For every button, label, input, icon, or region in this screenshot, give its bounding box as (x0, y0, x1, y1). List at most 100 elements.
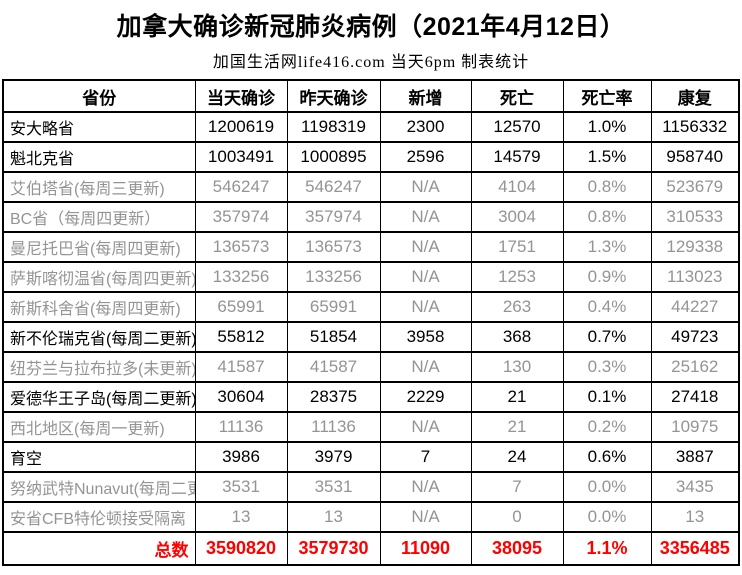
yesterday-cell: 133256 (286, 261, 381, 293)
death-rate-cell: 0.6% (562, 441, 652, 473)
table-body: 安大略省 1200619 1198319 2300 12570 1.0% 1156332 魁北… (2, 111, 740, 533)
yesterday-cell: 65991 (286, 291, 381, 323)
death-rate-cell: 0.0% (562, 501, 652, 533)
yesterday-cell: 1000895 (286, 141, 381, 173)
new-cell: 2229 (379, 381, 472, 413)
yesterday-cell: 3531 (286, 471, 381, 503)
death-rate-cell: 0.0% (562, 471, 652, 503)
today-cell: 11136 (194, 411, 288, 443)
table-row: 西北地区(每周一更新) 11136 11136 N/A 21 0.2% 10975 (2, 411, 740, 443)
province-cell: 魁北克省 (2, 141, 196, 173)
page-subtitle: 加国生活网life416.com 当天6pm 制表统计 (212, 54, 530, 71)
page-title: 加拿大确诊新冠肺炎病例（2021年4月12日） (116, 13, 626, 41)
yesterday-cell: 546247 (286, 171, 381, 203)
deaths-cell: 3004 (470, 201, 564, 233)
totals-label: 总数 (2, 531, 196, 566)
new-cell: N/A (379, 351, 472, 383)
today-cell: 30604 (194, 381, 288, 413)
table-header: 省份 当天确诊 昨天确诊 新增 死亡 死亡率 康复 (2, 79, 740, 113)
deaths-cell: 4104 (470, 171, 564, 203)
death-rate-cell: 1.3% (562, 231, 652, 263)
header-recovered: 康复 (650, 79, 740, 113)
today-cell: 546247 (194, 171, 288, 203)
province-cell: 育空 (2, 441, 196, 473)
totals-new-cell: 11090 (379, 531, 472, 566)
table-row: 曼尼托巴省(每周四更新) 136573 136573 N/A 1751 1.3% 12933… (2, 231, 740, 263)
today-cell: 55812 (194, 321, 288, 353)
header-province: 省份 (2, 79, 196, 113)
today-cell: 357974 (194, 201, 288, 233)
yesterday-cell: 13 (286, 501, 381, 533)
table-row: 艾伯塔省(每周三更新) 546247 546247 N/A 4104 0.8% 523679 (2, 171, 740, 203)
yesterday-cell: 51854 (286, 321, 381, 353)
deaths-cell: 368 (470, 321, 564, 353)
new-cell: 7 (379, 441, 472, 473)
recovered-cell: 958740 (650, 141, 740, 173)
new-cell: N/A (379, 471, 472, 503)
new-cell: N/A (379, 171, 472, 203)
death-rate-cell: 0.3% (562, 351, 652, 383)
new-cell: 2596 (379, 141, 472, 173)
province-cell: 萨斯喀彻温省(每周四更新) (2, 261, 196, 293)
province-cell: 新斯科舍省(每周四更新) (2, 291, 196, 323)
death-rate-cell: 0.1% (562, 381, 652, 413)
province-cell: 努纳武特Nunavut(每周二更新) (2, 471, 196, 503)
province-cell: 西北地区(每周一更新) (2, 411, 196, 443)
recovered-cell: 44227 (650, 291, 740, 323)
province-cell: 爱德华王子岛(每周二更新) (2, 381, 196, 413)
death-rate-cell: 0.4% (562, 291, 652, 323)
deaths-cell: 1253 (470, 261, 564, 293)
province-cell: 曼尼托巴省(每周四更新) (2, 231, 196, 263)
death-rate-cell: 0.8% (562, 201, 652, 233)
table-row: 安大略省 1200619 1198319 2300 12570 1.0% 1156332 (2, 111, 740, 143)
today-cell: 1200619 (194, 111, 288, 143)
totals-deaths-cell: 38095 (470, 531, 564, 566)
today-cell: 136573 (194, 231, 288, 263)
today-cell: 3986 (194, 441, 288, 473)
new-cell: N/A (379, 231, 472, 263)
yesterday-cell: 136573 (286, 231, 381, 263)
deaths-cell: 263 (470, 291, 564, 323)
new-cell: N/A (379, 261, 472, 293)
yesterday-cell: 357974 (286, 201, 381, 233)
recovered-cell: 310533 (650, 201, 740, 233)
table-row: 新不伦瑞克省(每周二更新) 55812 51854 3958 368 0.7% 49723 (2, 321, 740, 353)
header-deaths: 死亡 (470, 79, 564, 113)
yesterday-cell: 11136 (286, 411, 381, 443)
deaths-cell: 24 (470, 441, 564, 473)
table-row: 育空 3986 3979 7 24 0.6% 3887 (2, 441, 740, 473)
province-cell: BC省（每周四更新） (2, 201, 196, 233)
new-cell: N/A (379, 411, 472, 443)
province-cell: 艾伯塔省(每周三更新) (2, 171, 196, 203)
header-death-rate: 死亡率 (562, 79, 652, 113)
today-cell: 1003491 (194, 141, 288, 173)
table-footer: 总数 3590820 3579730 11090 38095 1.1% 3356… (2, 531, 740, 566)
table-row: 纽芬兰与拉布拉多(未更新) 41587 41587 N/A 130 0.3% 25162 (2, 351, 740, 383)
totals-today-cell: 3590820 (194, 531, 288, 566)
deaths-cell: 21 (470, 381, 564, 413)
yesterday-cell: 1198319 (286, 111, 381, 143)
deaths-cell: 14579 (470, 141, 564, 173)
table-row: 爱德华王子岛(每周二更新) 30604 28375 2229 21 0.1% 27418 (2, 381, 740, 413)
yesterday-cell: 28375 (286, 381, 381, 413)
today-cell: 133256 (194, 261, 288, 293)
yesterday-cell: 3979 (286, 441, 381, 473)
deaths-cell: 130 (470, 351, 564, 383)
table-row: 新斯科舍省(每周四更新) 65991 65991 N/A 263 0.4% 44227 (2, 291, 740, 323)
province-cell: 新不伦瑞克省(每周二更新) (2, 321, 196, 353)
recovered-cell: 13 (650, 501, 740, 533)
new-cell: 3958 (379, 321, 472, 353)
table-row: BC省（每周四更新） 357974 357974 N/A 3004 0.8% 310533 (2, 201, 740, 233)
yesterday-cell: 41587 (286, 351, 381, 383)
table-row: 萨斯喀彻温省(每周四更新) 133256 133256 N/A 1253 0.9% 1130… (2, 261, 740, 293)
province-cell: 安省CFB特伦顿接受隔离 (2, 501, 196, 533)
new-cell: N/A (379, 291, 472, 323)
header-new-cases: 新增 (379, 79, 472, 113)
recovered-cell: 27418 (650, 381, 740, 413)
death-rate-cell: 1.0% (562, 111, 652, 143)
today-cell: 13 (194, 501, 288, 533)
header-row: 省份 当天确诊 昨天确诊 新增 死亡 死亡率 康复 (2, 79, 740, 113)
recovered-cell: 129338 (650, 231, 740, 263)
deaths-cell: 21 (470, 411, 564, 443)
